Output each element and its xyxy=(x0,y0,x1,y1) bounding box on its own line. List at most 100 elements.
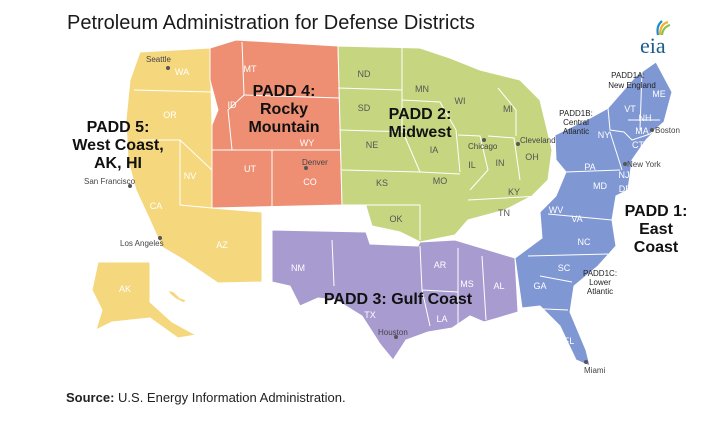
state-sc: SC xyxy=(558,263,571,273)
state-fl: FL xyxy=(564,336,575,346)
san-francisco-dot xyxy=(128,184,132,188)
state-az: AZ xyxy=(216,240,228,250)
padd3-label: PADD 3: Gulf Coast xyxy=(324,291,473,308)
state-ok: OK xyxy=(389,214,402,224)
eia-logo-text: eia xyxy=(640,33,666,58)
state-in: IN xyxy=(496,158,505,168)
source-text: U.S. Energy Information Administration. xyxy=(118,390,346,405)
state-tx: TX xyxy=(364,310,376,320)
state-mt: MT xyxy=(244,64,257,74)
city-los-angeles: Los Angeles xyxy=(120,239,164,248)
padd1b-line1: PADD1B: xyxy=(559,109,593,118)
state-ak: AK xyxy=(119,284,131,294)
padd4-label-line1: PADD 4: xyxy=(253,83,316,100)
padd-map: WA OR CA NV AZ AK HI MT ID WY UT CO ND S… xyxy=(72,39,687,375)
state-ms: MS xyxy=(460,279,474,289)
padd3-region[interactable] xyxy=(271,229,519,361)
city-new-york: New York xyxy=(627,160,662,169)
boston-dot xyxy=(650,128,654,132)
padd1-label-line2: East xyxy=(639,221,673,238)
district-labels: PADD 5: West Coast, AK, HI PADD 4: Rocky… xyxy=(72,83,687,308)
padd1a-line1: PADD1A: xyxy=(611,71,645,80)
denver-dot xyxy=(304,166,308,170)
state-vt: VT xyxy=(624,104,636,114)
state-ca: CA xyxy=(150,201,163,211)
padd1b-line3: Atlantic xyxy=(563,127,589,136)
state-oh: OH xyxy=(525,152,539,162)
state-ar: AR xyxy=(434,260,447,270)
padd1-region[interactable] xyxy=(514,61,673,367)
state-la: LA xyxy=(436,314,447,324)
miami-dot xyxy=(584,360,588,364)
city-miami: Miami xyxy=(584,366,606,375)
padd5-label-line3: AK, HI xyxy=(94,155,142,172)
state-tn: TN xyxy=(498,208,510,218)
state-wa: WA xyxy=(175,67,189,77)
state-ky: KY xyxy=(508,187,520,197)
state-il: IL xyxy=(468,160,476,170)
state-ia: IA xyxy=(430,145,439,155)
state-me: ME xyxy=(652,89,666,99)
state-wy: WY xyxy=(300,138,315,148)
state-mn: MN xyxy=(415,84,429,94)
state-de: DE xyxy=(619,184,632,194)
padd1c-line3: Atlantic xyxy=(587,287,613,296)
state-mo: MO xyxy=(433,176,448,186)
state-pa: PA xyxy=(584,162,595,172)
state-nv: NV xyxy=(184,171,197,181)
padd5-label-line2: West Coast, xyxy=(72,137,163,154)
state-ks: KS xyxy=(376,178,388,188)
padd5-region[interactable] xyxy=(91,47,263,339)
state-wi: WI xyxy=(455,96,466,106)
state-nh: NH xyxy=(639,113,652,123)
padd2-region[interactable] xyxy=(337,45,553,243)
state-labels: WA OR CA NV AZ AK HI MT ID WY UT CO ND S… xyxy=(119,64,666,346)
state-ga: GA xyxy=(533,281,546,291)
state-va: VA xyxy=(571,214,582,224)
state-sd: SD xyxy=(358,103,371,113)
eia-logo-icon xyxy=(656,20,671,36)
padd1c-line2: Lower xyxy=(589,278,611,287)
padd1-label-line3: Coast xyxy=(634,239,679,256)
padd1a-line2: New England xyxy=(608,81,656,90)
padd2-label-line1: PADD 2: xyxy=(389,106,452,123)
state-mi: MI xyxy=(503,104,513,114)
eia-logo: eia xyxy=(640,18,684,58)
state-wv: WV xyxy=(549,205,564,215)
state-nd: ND xyxy=(358,69,371,79)
state-nm: NM xyxy=(291,263,305,273)
state-hi: HI xyxy=(178,288,187,298)
padd1-label-line1: PADD 1: xyxy=(625,203,688,220)
seattle-dot xyxy=(166,66,170,70)
state-ut: UT xyxy=(244,164,256,174)
state-or: OR xyxy=(163,110,177,120)
state-ri: RI xyxy=(650,140,659,150)
city-houston: Houston xyxy=(378,328,408,337)
state-md: MD xyxy=(593,181,607,191)
padd1c-line1: PADD1C: xyxy=(583,269,617,278)
page-title: Petroleum Administration for Defense Dis… xyxy=(67,12,475,34)
padd1b-line2: Central xyxy=(563,118,589,127)
city-denver: Denver xyxy=(302,158,328,167)
padd4-label-line3: Mountain xyxy=(248,119,319,136)
city-san-francisco: San Francisco xyxy=(84,177,136,186)
state-ct: CT xyxy=(632,140,644,150)
city-seattle: Seattle xyxy=(146,55,171,64)
state-ma: MA xyxy=(635,126,649,136)
city-boston: Boston xyxy=(655,126,680,135)
source-label: Source: xyxy=(66,390,115,405)
subdistrict-labels: PADD1A: New England PADD1B: Central Atla… xyxy=(559,71,656,296)
source-note: Source: U.S. Energy Information Administ… xyxy=(66,390,346,405)
padd4-label-line2: Rocky xyxy=(260,101,308,118)
state-ny: NY xyxy=(598,130,611,140)
state-co: CO xyxy=(303,177,317,187)
padd5-label-line1: PADD 5: xyxy=(87,119,150,136)
new-york-dot xyxy=(623,162,627,166)
state-nj: NJ xyxy=(619,170,630,180)
state-nc: NC xyxy=(578,237,591,247)
state-id: ID xyxy=(228,100,238,110)
padd4-region[interactable] xyxy=(209,39,343,209)
city-chicago: Chicago xyxy=(468,142,498,151)
chicago-dot xyxy=(482,138,486,142)
los-angeles-dot xyxy=(158,236,162,240)
